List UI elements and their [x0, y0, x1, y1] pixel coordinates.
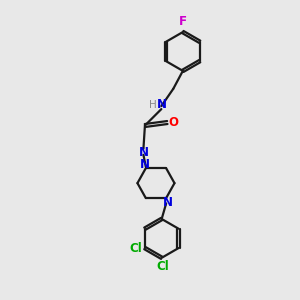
Text: Cl: Cl: [129, 242, 142, 255]
Text: N: N: [163, 196, 172, 209]
Text: N: N: [138, 146, 148, 160]
Text: N: N: [140, 158, 150, 170]
Text: Cl: Cl: [157, 260, 169, 273]
Text: N: N: [157, 98, 167, 111]
Text: O: O: [168, 116, 178, 129]
Text: F: F: [179, 15, 187, 28]
Text: H: H: [149, 100, 157, 110]
